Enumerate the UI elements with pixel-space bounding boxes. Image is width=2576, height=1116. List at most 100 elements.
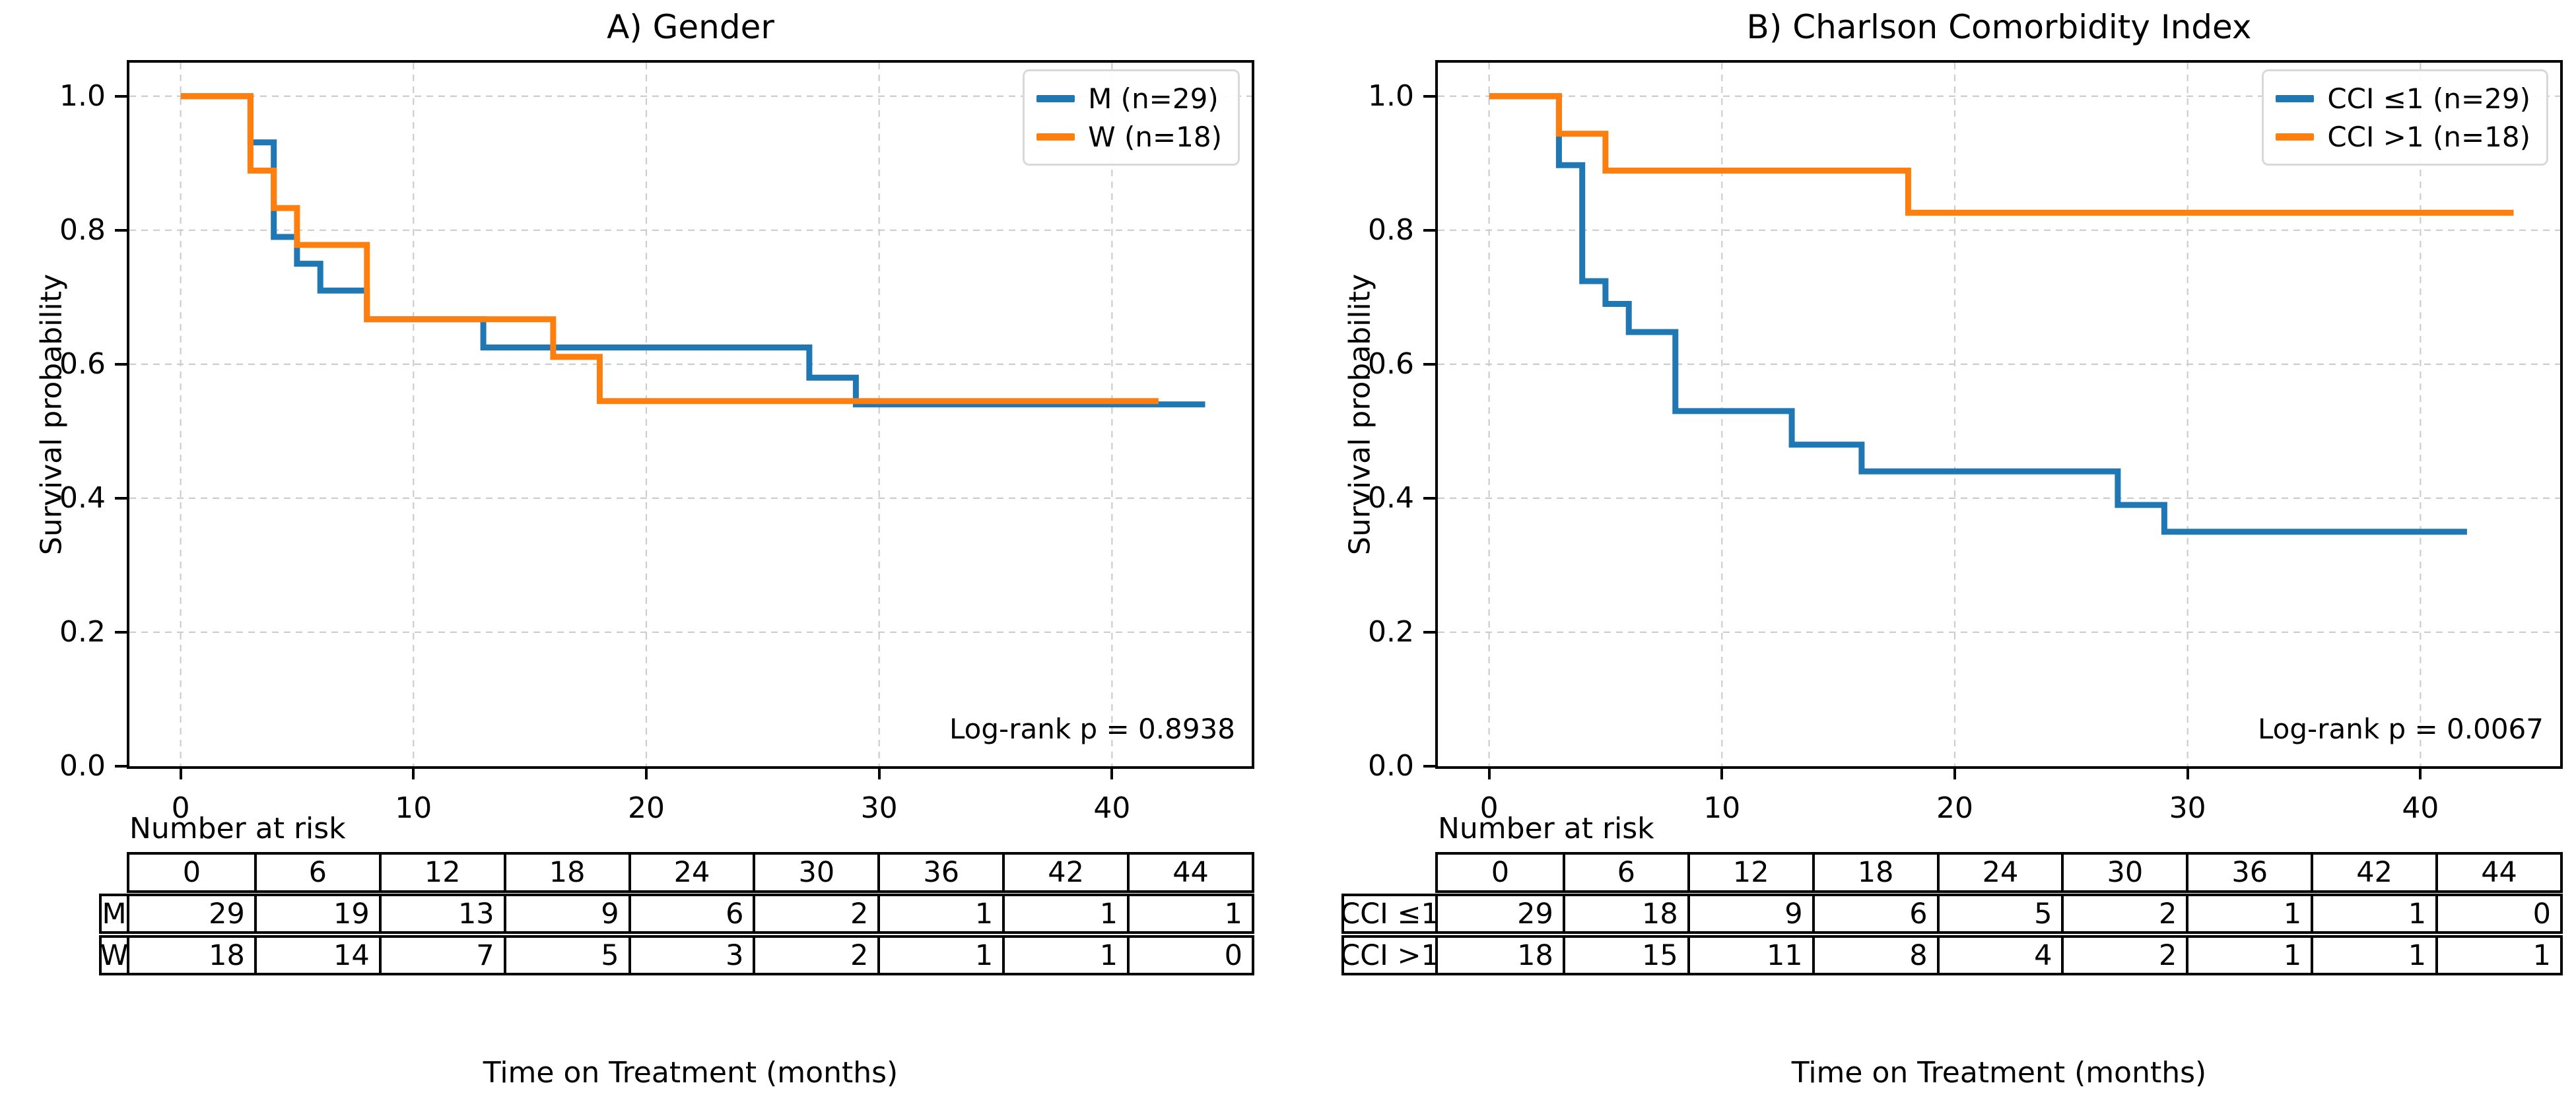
risk-count-cell: 2: [753, 938, 877, 973]
y-tick-mark: [1423, 362, 1435, 366]
y-tick-mark: [1423, 94, 1435, 98]
risk-count-cell: 3: [628, 938, 753, 973]
risk-count-cell: 1: [2186, 938, 2311, 973]
risk-count-cell: 1: [2435, 938, 2560, 973]
y-tick-mark: [1423, 496, 1435, 500]
risk-count-cell: 4: [1936, 938, 2062, 973]
risk-count-cell: 19: [254, 896, 379, 931]
legend-line-sample: [1036, 133, 1075, 141]
risk-count-cell: 2: [2061, 938, 2186, 973]
risk-row-cells: 18 14 7 5 3 2 1 1 0: [127, 935, 1254, 975]
y-tick-mark: [1423, 228, 1435, 232]
x-tick-mark: [179, 769, 182, 779]
x-tick-mark: [877, 769, 881, 779]
y-tick-mark: [115, 496, 127, 500]
x-tick-label: 30: [2169, 791, 2206, 825]
x-axis-label: Time on Treatment (months): [1791, 1056, 2207, 1090]
x-tick-mark: [1110, 769, 1114, 779]
survival-curve-CCI ≤1 (n=29): [1489, 93, 2467, 535]
risk-table-row: CCI ≤1 29 18 9 6 5 2 1 1 0: [1308, 894, 2576, 934]
risk-count-cell: 1: [1002, 938, 1127, 973]
legend-item: M (n=29): [1036, 79, 1222, 117]
survival-curve-CCI >1 (n=18): [1489, 93, 2514, 216]
y-tick-label: 0.2: [59, 614, 106, 649]
risk-count-cell: 6: [1812, 896, 1937, 931]
risk-count-cell: 8: [1812, 938, 1937, 973]
y-tick-label: 0.8: [1368, 213, 1414, 247]
risk-count-cell: 6: [628, 896, 753, 931]
y-tick-label: 1.0: [1368, 79, 1414, 113]
x-tick-label: 10: [395, 791, 432, 825]
risk-header-cell: 44: [2435, 855, 2560, 890]
x-tick-label: 40: [1093, 791, 1131, 825]
x-tick-label: 0: [1479, 791, 1499, 825]
y-tick-mark: [115, 630, 127, 634]
x-tick-mark: [1953, 769, 1956, 779]
risk-header-cell: 18: [503, 855, 628, 890]
risk-row-label: M: [99, 894, 129, 934]
risk-table-row: W 18 14 7 5 3 2 1 1 0: [0, 935, 1268, 975]
risk-header-cell: 30: [2061, 855, 2186, 890]
risk-row-label: W: [99, 935, 129, 975]
risk-row-cells: 18 15 11 8 4 2 1 1 1: [1435, 935, 2563, 975]
risk-count-cell: 9: [1687, 896, 1812, 931]
legend-box: M (n=29) W (n=18): [1023, 69, 1240, 166]
risk-header-cell: 12: [378, 855, 504, 890]
x-tick-mark: [1487, 769, 1491, 779]
x-tick-mark: [1720, 769, 1724, 779]
x-tick-label: 40: [2402, 791, 2439, 825]
x-tick-label: 0: [171, 791, 190, 825]
y-tick-label: 0.4: [59, 480, 106, 515]
risk-header-cell: 30: [753, 855, 877, 890]
y-tick-label: 0.4: [1368, 480, 1414, 515]
risk-header-cell: 0: [1491, 856, 1510, 889]
x-tick-label: 10: [1703, 791, 1741, 825]
x-tick-mark: [412, 769, 415, 779]
risk-header-cell: 42: [1002, 855, 1127, 890]
risk-count-cell: 2: [2061, 896, 2186, 931]
risk-count-cell: 5: [503, 938, 628, 973]
risk-count-cell: 1: [877, 938, 1002, 973]
survival-curve-W (n=18): [180, 93, 1159, 405]
y-tick-mark: [115, 362, 127, 366]
risk-table-header: 0 6 12 18 24 30 36 42 44: [1435, 852, 2563, 893]
risk-header-cell: 12: [1687, 855, 1812, 890]
x-tick-mark: [2186, 769, 2189, 779]
y-tick-label: 0.6: [1368, 346, 1414, 381]
risk-count-cell: 13: [378, 896, 504, 931]
risk-header-cell: 18: [1812, 855, 1937, 890]
x-tick-mark: [644, 769, 648, 779]
legend-box: CCI ≤1 (n=29) CCI >1 (n=18): [2262, 69, 2548, 166]
legend-line-sample: [2276, 133, 2315, 141]
risk-count-cell: 7: [378, 938, 504, 973]
km-chart: [129, 63, 1252, 766]
risk-count-cell: 29: [209, 897, 245, 931]
risk-header-cell: 44: [1127, 855, 1252, 890]
y-tick-label: 0.0: [59, 749, 106, 783]
risk-count-cell: 14: [254, 938, 379, 973]
y-tick-mark: [115, 765, 127, 768]
risk-row-label: CCI >1: [1340, 935, 1439, 975]
risk-count-cell: 11: [1687, 938, 1812, 973]
risk-header-cell: 36: [877, 855, 1002, 890]
risk-count-cell: 1: [1127, 896, 1252, 931]
risk-count-cell: 0: [1127, 938, 1252, 973]
y-tick-label: 1.0: [59, 79, 106, 113]
number-at-risk-label: Number at risk: [129, 812, 346, 845]
legend-label: CCI >1 (n=18): [2327, 120, 2530, 153]
y-tick-mark: [115, 94, 127, 98]
risk-count-cell: 15: [1562, 938, 1687, 973]
panel-gender: A) Gender Survival probability M (n=29) W…: [0, 0, 1268, 1116]
legend-item: CCI ≤1 (n=29): [2276, 79, 2530, 117]
logrank-annotation: Log-rank p = 0.8938: [949, 713, 1235, 745]
x-tick-mark: [2419, 769, 2422, 779]
risk-header-cell: 24: [628, 855, 753, 890]
panel-title: A) Gender: [607, 8, 774, 46]
risk-count-cell: 2: [753, 896, 877, 931]
risk-count-cell: 1: [2186, 896, 2311, 931]
plot-area: [1435, 60, 2563, 769]
legend-line-sample: [1036, 94, 1075, 102]
risk-header-cell: 6: [254, 855, 379, 890]
y-tick-label: 0.0: [1368, 749, 1414, 783]
risk-count-cell: 29: [1517, 897, 1553, 931]
